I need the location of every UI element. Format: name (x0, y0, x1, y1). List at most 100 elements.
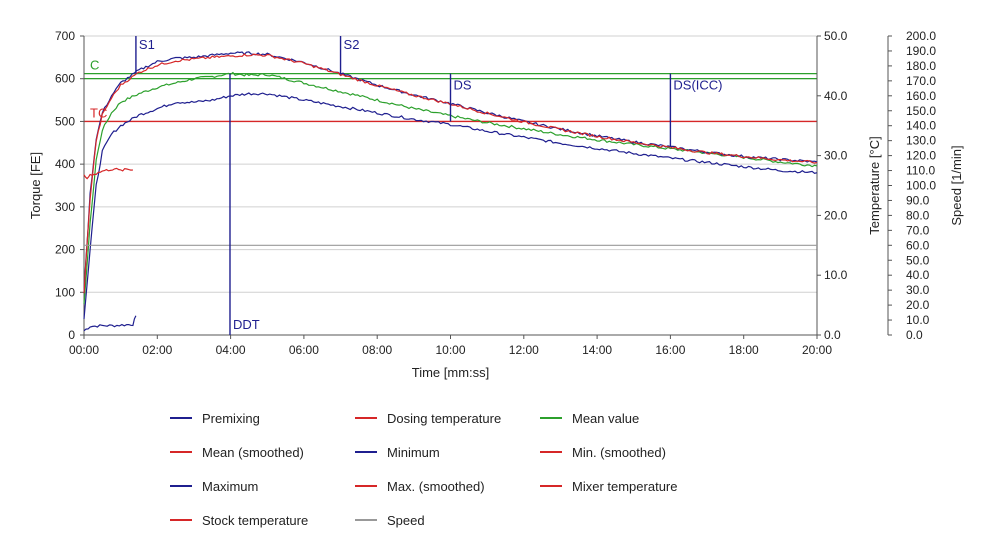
event-marker-label: S2 (344, 37, 360, 52)
event-marker-label: DS (454, 78, 472, 93)
legend-label: Premixing (202, 410, 260, 426)
event-marker-label: DS(ICC) (673, 78, 722, 93)
legend-item: Dosing temperature (355, 408, 501, 428)
time-tick-label: 14:00 (582, 343, 612, 357)
series-lines (83, 51, 818, 332)
legend-item: Speed (355, 510, 425, 530)
torque-axis-title: Torque [FE] (28, 152, 43, 219)
legend-label: Mean (smoothed) (202, 444, 304, 460)
event-marker-label: DDT (233, 317, 260, 332)
torque-tick-label: 200 (55, 243, 75, 257)
event-markers (135, 36, 672, 335)
torque-tick-label: 300 (55, 200, 75, 214)
temperature-tick-label: 30.0 (824, 149, 848, 163)
legend-label: Dosing temperature (387, 410, 502, 426)
event-marker-label: S1 (139, 37, 155, 52)
axis-labels: 0 100 200 300 400 500 600 700 00:00 02:00 04:00 06:… (28, 29, 964, 380)
legend-item: Stock temperature (170, 510, 308, 530)
time-tick-label: 02:00 (142, 343, 172, 357)
speed-tick-label: 190.0 (906, 44, 936, 58)
torque-tick-label: 100 (55, 285, 75, 299)
time-tick-label: 08:00 (362, 343, 392, 357)
legend-item: Mean value (540, 408, 639, 428)
speed-tick-label: 80.0 (906, 208, 930, 222)
speed-tick-label: 40.0 (906, 268, 930, 282)
time-tick-label: 12:00 (509, 343, 539, 357)
torque-tick-label: 500 (55, 114, 75, 128)
time-tick-label: 06:00 (289, 343, 319, 357)
speed-tick-label: 60.0 (906, 238, 930, 252)
legend-swatch (355, 417, 377, 419)
time-tick-label: 04:00 (216, 343, 246, 357)
series-line (83, 53, 818, 294)
torque-tick-label: 0 (68, 328, 75, 342)
torque-tick-label: 400 (55, 157, 75, 171)
legend-item: Min. (smoothed) (540, 442, 666, 462)
time-tick-label: 00:00 (69, 343, 99, 357)
torque-tick-label: 600 (55, 72, 75, 86)
speed-tick-label: 110.0 (906, 164, 935, 178)
speed-tick-label: 150.0 (906, 104, 936, 118)
speed-tick-label: 170.0 (906, 74, 936, 88)
speed-tick-label: 30.0 (906, 283, 930, 297)
legend-item: Minimum (355, 442, 440, 462)
legend-swatch (170, 451, 192, 453)
temperature-tick-label: 0.0 (824, 328, 841, 342)
legend-swatch (170, 519, 192, 521)
speed-tick-label: 0.0 (906, 328, 923, 342)
legend-label: Min. (smoothed) (572, 444, 666, 460)
legend-swatch (355, 451, 377, 453)
speed-tick-label: 100.0 (906, 179, 936, 193)
reference-label: C (90, 58, 99, 73)
speed-tick-label: 140.0 (906, 119, 936, 133)
speed-tick-label: 90.0 (906, 193, 930, 207)
speed-tick-label: 180.0 (906, 59, 936, 73)
legend-swatch (170, 485, 192, 487)
legend-item: Maximum (170, 476, 258, 496)
legend-swatch (540, 451, 562, 453)
series-line (83, 92, 818, 319)
axes (80, 35, 892, 339)
legend-label: Speed (387, 512, 425, 528)
temperature-tick-label: 20.0 (824, 208, 848, 222)
speed-tick-label: 120.0 (906, 149, 936, 163)
legend-label: Minimum (387, 444, 440, 460)
legend-item: Mixer temperature (540, 476, 677, 496)
series-line (83, 315, 137, 332)
legend-swatch (355, 485, 377, 487)
temperature-tick-label: 40.0 (824, 89, 848, 103)
x-axis-title: Time [mm:ss] (412, 365, 490, 380)
speed-tick-label: 50.0 (906, 253, 930, 267)
reference-label: TC (90, 105, 107, 120)
legend-item: Premixing (170, 408, 260, 428)
legend-swatch (355, 519, 377, 521)
legend-item: Max. (smoothed) (355, 476, 485, 496)
speed-tick-label: 10.0 (906, 313, 930, 327)
legend-label: Maximum (202, 478, 259, 494)
time-tick-label: 16:00 (655, 343, 685, 357)
time-tick-label: 20:00 (802, 343, 832, 357)
legend-label: Mixer temperature (572, 478, 678, 494)
legend-swatch (540, 485, 562, 487)
torque-tick-label: 700 (55, 29, 75, 43)
legend-label: Mean value (572, 410, 640, 426)
legend-swatch (170, 417, 192, 419)
temperature-tick-label: 10.0 (824, 268, 848, 282)
speed-tick-label: 160.0 (906, 89, 936, 103)
legend-label: Stock temperature (202, 512, 309, 528)
chart-legend: Premixing Dosing temperature Mean value … (170, 408, 770, 538)
time-tick-label: 10:00 (435, 343, 465, 357)
legend-swatch (540, 417, 562, 419)
legend-item: Mean (smoothed) (170, 442, 304, 462)
time-tick-label: 18:00 (729, 343, 759, 357)
speed-tick-label: 130.0 (906, 134, 936, 148)
speed-tick-label: 200.0 (906, 29, 936, 43)
legend-label: Max. (smoothed) (387, 478, 485, 494)
speed-tick-label: 70.0 (906, 223, 930, 237)
temperature-axis-title: Temperature [°C] (867, 136, 882, 234)
speed-tick-label: 20.0 (906, 298, 930, 312)
temperature-tick-label: 50.0 (824, 29, 848, 43)
series-line (83, 167, 133, 180)
speed-axis-title: Speed [1/min] (949, 145, 964, 225)
